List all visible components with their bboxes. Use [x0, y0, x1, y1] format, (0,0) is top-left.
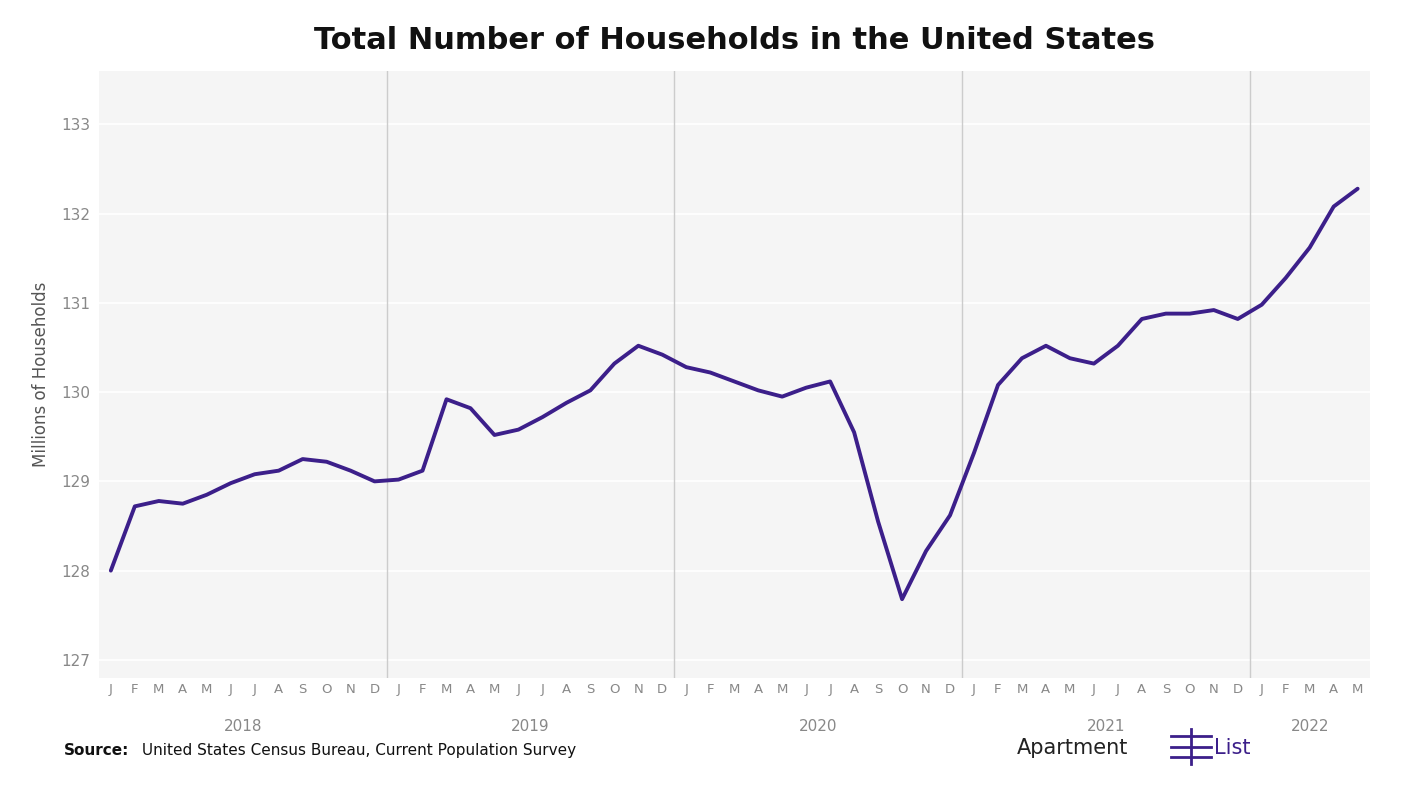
Title: Total Number of Households in the United States: Total Number of Households in the United… — [313, 26, 1155, 54]
Text: 2018: 2018 — [223, 719, 263, 734]
Text: Source:: Source: — [64, 743, 128, 758]
Text: List: List — [1214, 738, 1251, 758]
Text: 2020: 2020 — [799, 719, 837, 734]
Text: 2019: 2019 — [511, 719, 549, 734]
Text: 2022: 2022 — [1291, 719, 1329, 734]
Y-axis label: Millions of Households: Millions of Households — [32, 281, 51, 467]
Text: Apartment: Apartment — [1017, 738, 1128, 758]
Text: 2021: 2021 — [1087, 719, 1125, 734]
Text: United States Census Bureau, Current Population Survey: United States Census Bureau, Current Pop… — [137, 743, 576, 758]
